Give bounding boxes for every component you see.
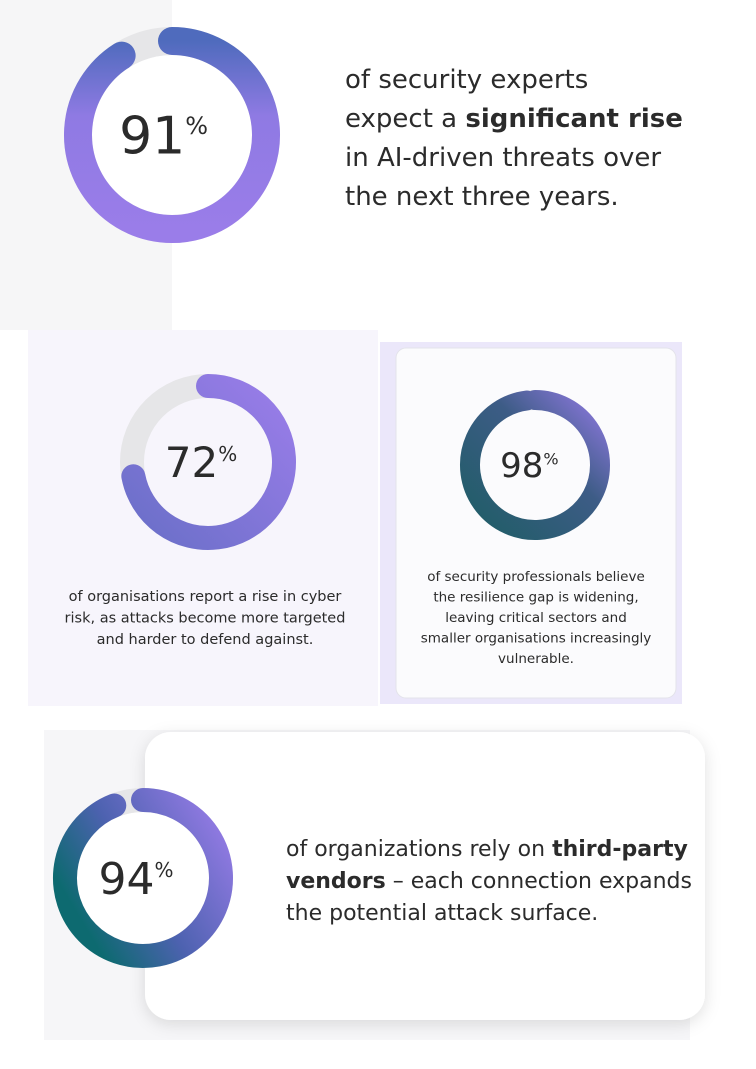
stat-description: the next three years.: [345, 182, 619, 212]
text-segment: vulnerable.: [498, 651, 574, 667]
text-segment: smaller organisations increasingly: [421, 631, 652, 647]
text-segment: the next three years.: [345, 182, 619, 212]
stat-description: of security professionals believe: [427, 569, 645, 585]
stat-description: expect a significant rise: [345, 104, 683, 134]
stat-description: of security experts: [345, 65, 588, 95]
text-segment: – each connection expands: [386, 869, 692, 894]
stat-value: 98%: [500, 446, 558, 486]
text-segment: the resilience gap is widening,: [433, 590, 638, 606]
text-segment: and harder to defend against.: [97, 632, 314, 648]
stat-description: of organizations rely on third-party: [286, 837, 688, 862]
donut-inner: [92, 55, 252, 215]
stat-number: 94: [98, 854, 154, 905]
stat-value: 94%: [98, 854, 173, 905]
stat: 94% of organizations rely on third-party v…: [53, 788, 692, 968]
text-segment: significant rise: [465, 104, 682, 134]
stat-description: and harder to defend against.: [97, 632, 314, 648]
stat-unit: %: [154, 858, 173, 882]
stat-description: risk, as attacks become more targeted: [65, 611, 346, 627]
stat-unit: %: [185, 112, 208, 140]
text-segment: third-party: [552, 837, 688, 862]
stat-description: vulnerable.: [498, 651, 574, 667]
donut-arc: [64, 27, 280, 243]
stat-value: 72%: [165, 438, 237, 487]
text-segment: leaving critical sectors and: [445, 610, 627, 626]
donut-arc: [460, 390, 610, 540]
donut-arc: [121, 374, 296, 550]
text-segment: of organisations report a rise in cyber: [69, 589, 342, 605]
text-segment: in AI-driven threats over: [345, 143, 661, 173]
text-segment: of organizations rely on: [286, 837, 552, 862]
stat-description: leaving critical sectors and: [445, 610, 627, 626]
card: [145, 732, 705, 1020]
donut-arc: [53, 788, 233, 968]
stat-unit: %: [543, 449, 558, 468]
stat-description: the resilience gap is widening,: [433, 590, 638, 606]
stat-number: 72: [165, 438, 218, 487]
stat: 91% of security experts expect a significa…: [64, 27, 683, 243]
text-segment: expect a: [345, 104, 465, 134]
stat-number: 98: [500, 446, 543, 486]
text-segment: risk, as attacks become more targeted: [65, 611, 346, 627]
stats: 91% of security experts expect a significa…: [53, 27, 692, 968]
donut-inner: [77, 812, 209, 944]
stat-description: in AI-driven threats over: [345, 143, 661, 173]
stat-description: the potential attack surface.: [286, 901, 598, 926]
stat-number: 91: [119, 107, 185, 167]
stat-description: smaller organisations increasingly: [421, 631, 652, 647]
text-segment: the potential attack surface.: [286, 901, 598, 926]
stat-description: of organisations report a rise in cyber: [69, 589, 342, 605]
stat-description: vendors – each connection expands: [286, 869, 692, 894]
stat: 72% of organisations report a rise in cyb…: [65, 374, 346, 648]
text-segment: vendors: [286, 869, 386, 894]
stat-unit: %: [218, 442, 237, 466]
stat-value: 91%: [119, 107, 208, 167]
stat: 98% of security professionals believe the …: [421, 390, 652, 667]
text-segment: of security experts: [345, 65, 588, 95]
text-segment: of security professionals believe: [427, 569, 645, 585]
